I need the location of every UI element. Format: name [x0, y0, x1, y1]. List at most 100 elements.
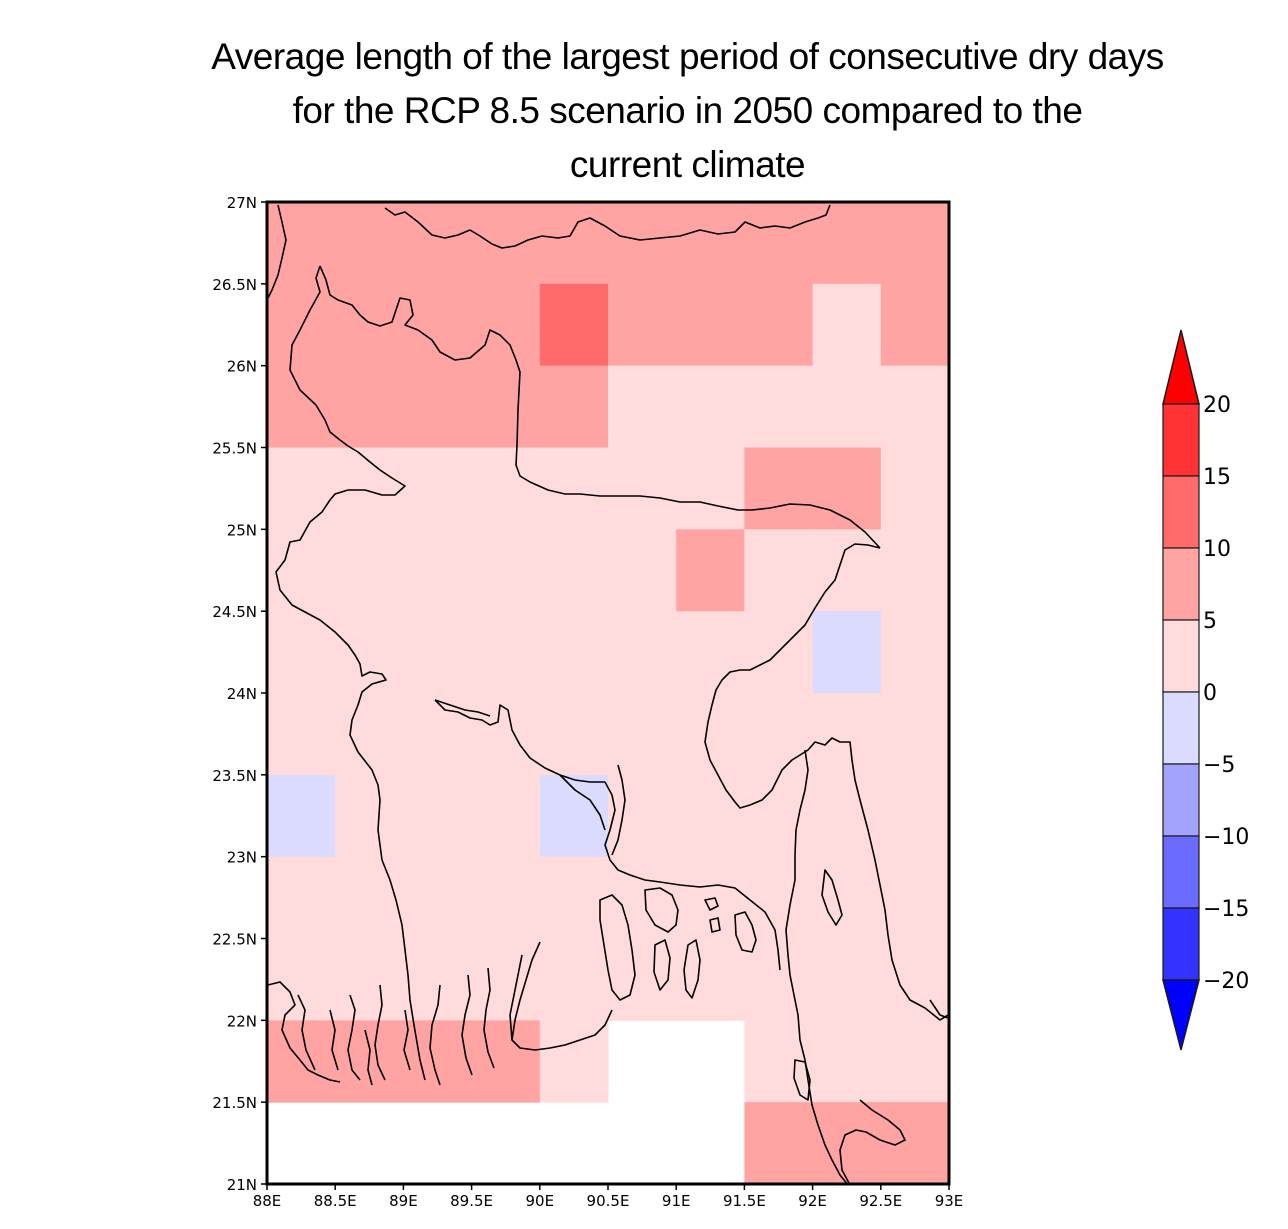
grid-cell: [812, 774, 882, 858]
title-line-3: current climate: [569, 144, 806, 185]
grid-cell: [471, 774, 541, 858]
grid-cell: [267, 529, 336, 612]
grid-cell: [608, 774, 677, 858]
grid-cell: [812, 693, 882, 776]
y-tick-label: 27N: [227, 194, 257, 212]
grid-cell: [539, 938, 609, 1021]
grid-cell: [676, 365, 745, 448]
grid-cell: [880, 693, 950, 776]
grid-cell: [539, 693, 609, 776]
grid-cell: [539, 365, 609, 448]
grid-cell: [812, 529, 882, 612]
grid-cell: [335, 693, 404, 776]
grid-cell: [880, 938, 950, 1021]
colorbar-label: 5: [1203, 609, 1217, 634]
x-tick-label: 88E: [253, 1192, 282, 1210]
y-tick-label: 22N: [227, 1012, 257, 1030]
grid-cell: [471, 693, 541, 776]
grid-cell: [744, 856, 814, 939]
grid-cell: [335, 938, 404, 1021]
x-tick-label: 89.5E: [450, 1192, 493, 1210]
coastline-overlay: [267, 204, 949, 1186]
x-tick-label: 92.5E: [859, 1192, 902, 1210]
colorbar-arrow-bottom: [1162, 979, 1200, 1051]
chart-title: Average length of the largest period of …: [150, 30, 1225, 192]
grid-cell: [335, 447, 404, 530]
grid-cell: [744, 365, 814, 448]
grid-cell: [471, 202, 541, 285]
x-tick-label: 89E: [389, 1192, 418, 1210]
y-tick-label: 26N: [227, 358, 257, 376]
colorbar-band: [1162, 763, 1200, 837]
grid-cell: [812, 447, 882, 530]
x-tick-label: 91E: [662, 1192, 691, 1210]
y-tick-label: 21.5N: [212, 1094, 257, 1112]
grid-cell: [471, 856, 541, 939]
grid-cell: [471, 1020, 541, 1103]
grid-cell: [608, 447, 677, 530]
grid-cell: [880, 283, 950, 367]
colorbar-band: [1162, 619, 1200, 693]
grid-cell: [880, 447, 950, 530]
grid-cell: [267, 447, 336, 530]
grid-cell: [812, 283, 882, 367]
grid-cell: [471, 611, 541, 694]
x-tick-label: 91.5E: [723, 1192, 766, 1210]
grid-cell: [608, 529, 677, 612]
grid-cell: [812, 1102, 882, 1185]
grid-cell: [608, 693, 677, 776]
grid-cell: [403, 693, 473, 776]
title-line-1: Average length of the largest period of …: [211, 36, 1164, 77]
grid-cell: [267, 774, 336, 858]
grid-cell: [744, 447, 814, 530]
colorbar-label: 15: [1203, 465, 1231, 490]
colorbar-band: [1162, 547, 1200, 621]
grid-cell: [335, 611, 404, 694]
colorbar-label: −10: [1203, 825, 1249, 850]
title-line-2: for the RCP 8.5 scenario in 2050 compare…: [292, 90, 1083, 131]
grid-cell: [267, 938, 336, 1021]
colorbar-label: −15: [1203, 897, 1249, 922]
colorbar-band: [1162, 835, 1200, 909]
grid-cell: [539, 611, 609, 694]
grid-cell: [812, 365, 882, 448]
grid-cell: [335, 529, 404, 612]
grid-cell: [676, 529, 745, 612]
grid-cell: [880, 611, 950, 694]
grid-cell: [471, 447, 541, 530]
grid-cell: [880, 365, 950, 448]
y-tick-label: 25.5N: [212, 440, 257, 458]
y-tick-label: 24.5N: [212, 603, 257, 621]
colorbar: 20 15 10 5 0 −5 −10 −15 −20: [1162, 329, 1249, 1051]
colorbar-label: −20: [1203, 969, 1249, 994]
grid-cell: [880, 1020, 950, 1103]
y-tick-label: 25N: [227, 521, 257, 539]
grid-cell: [335, 202, 404, 285]
grid-cell: [880, 774, 950, 858]
grid-cell: [608, 938, 677, 1021]
grid-cell: [880, 202, 950, 285]
grid-cell: [267, 365, 336, 448]
grid-cell: [335, 856, 404, 939]
grid-cell: [880, 529, 950, 612]
grid-cell: [608, 283, 677, 367]
grid-cell: [471, 365, 541, 448]
y-tick-label: 23.5N: [212, 767, 257, 785]
grid-cell: [539, 447, 609, 530]
grid-cell: [539, 856, 609, 939]
y-tick-label: 24N: [227, 685, 257, 703]
grid-cell: [267, 202, 336, 285]
x-axis: 88E 88.5E 89E 89.5E 90E 90.5E 91E 91.5E 92E 92.5E…: [253, 1184, 963, 1210]
grid-cell: [539, 283, 609, 367]
x-tick-label: 92E: [798, 1192, 827, 1210]
grid-cell: [539, 774, 609, 858]
grid-cell: [403, 365, 473, 448]
grid-cells: [267, 202, 950, 1185]
grid-cell: [335, 365, 404, 448]
grid-cell: [335, 283, 404, 367]
grid-cell: [744, 283, 814, 367]
grid-cell: [608, 856, 677, 939]
grid-cell: [403, 447, 473, 530]
x-tick-label: 88.5E: [314, 1192, 357, 1210]
